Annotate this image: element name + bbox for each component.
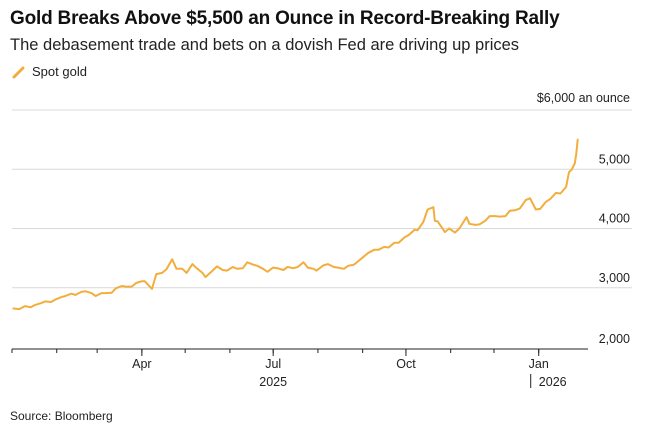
chart-subtitle: The debasement trade and bets on a dovis… <box>10 36 520 54</box>
x-tick-label-jul: Jul <box>265 357 281 371</box>
year-label-2026: 2026 <box>539 375 567 389</box>
x-tick-label-jan: Jan <box>529 357 549 371</box>
y-tick-label-5000: 5,000 <box>599 152 630 166</box>
legend: Spot gold <box>12 64 87 79</box>
year-label-2025: 2025 <box>259 375 287 389</box>
x-tick-label-apr: Apr <box>132 357 151 371</box>
chart-title: Gold Breaks Above $5,500 an Ounce in Rec… <box>10 8 560 29</box>
y-tick-label-3000: 3,000 <box>599 271 630 285</box>
y-tick-label-4000: 4,000 <box>599 212 630 226</box>
x-tick-label-oct: Oct <box>396 357 416 371</box>
series-line-spot-gold <box>12 138 579 311</box>
x-axis: Apr Jul Oct Jan 2025 2026 <box>11 348 588 389</box>
legend-label-spot-gold: Spot gold <box>32 64 87 79</box>
grid-lines <box>12 109 632 289</box>
y-tick-label-2000: 2,000 <box>599 332 630 346</box>
legend-swatch-spot-gold <box>12 66 25 78</box>
source-note: Source: Bloomberg <box>10 409 113 423</box>
series-layer <box>12 138 579 311</box>
y-tick-label-6000: $6,000 an ounce <box>537 91 630 105</box>
y-axis-labels: 2,000 3,000 4,000 5,000 $6,000 an ounce <box>537 91 630 346</box>
